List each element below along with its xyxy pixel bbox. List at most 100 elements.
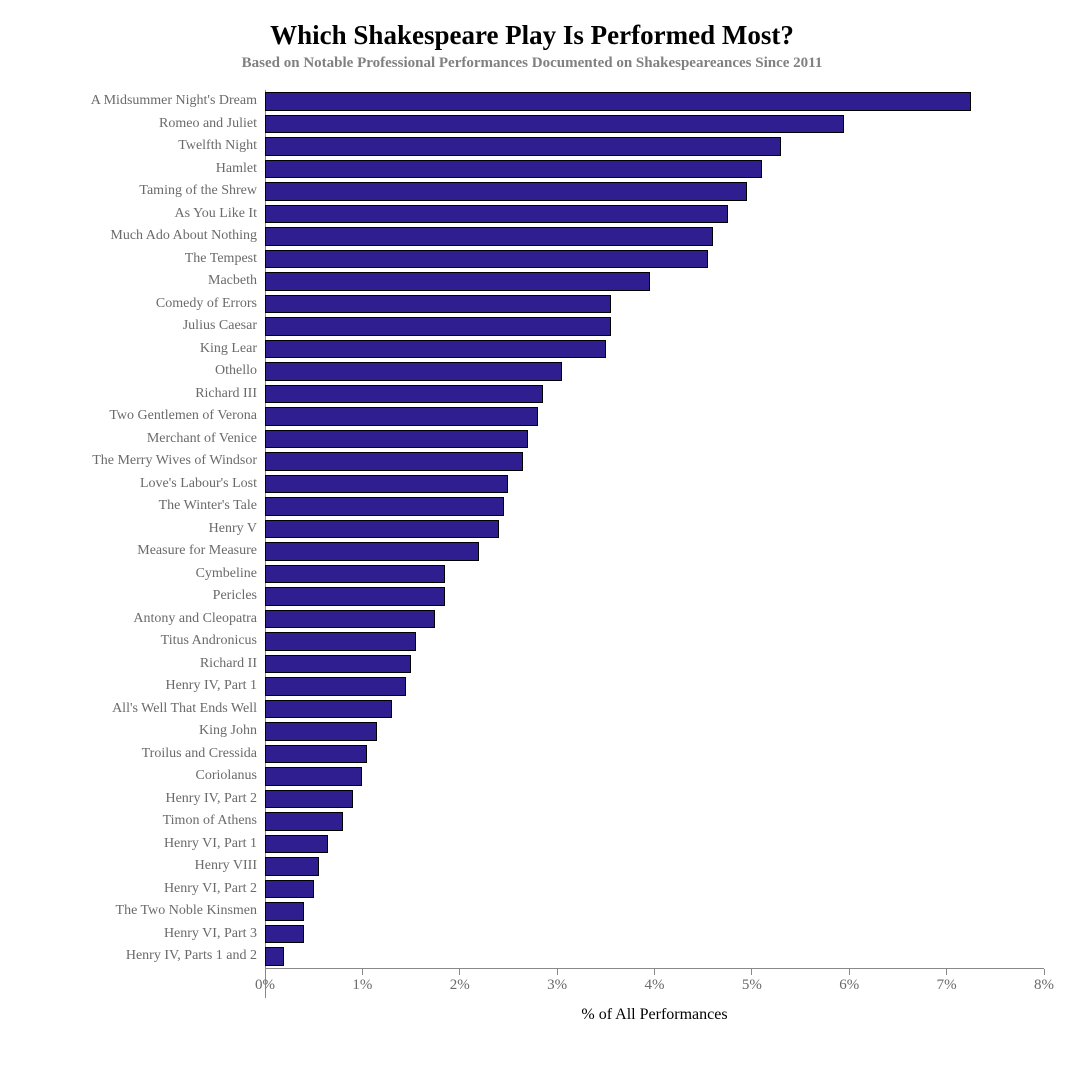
bar-track [265, 563, 1044, 586]
bar [265, 115, 844, 134]
bar [265, 407, 538, 426]
chart-row: The Tempest [20, 248, 1044, 271]
chart-row: Romeo and Juliet [20, 113, 1044, 136]
chart-row: Henry VI, Part 1 [20, 833, 1044, 856]
bar-track [265, 518, 1044, 541]
chart-row: Coriolanus [20, 765, 1044, 788]
chart-row: A Midsummer Night's Dream [20, 90, 1044, 113]
bar-track [265, 315, 1044, 338]
chart-row: Merchant of Venice [20, 428, 1044, 451]
x-axis-label: % of All Performances [20, 1006, 1044, 1024]
chart-row: Henry VI, Part 2 [20, 878, 1044, 901]
chart-row: King John [20, 720, 1044, 743]
bar [265, 857, 319, 876]
y-axis-label: Comedy of Errors [20, 296, 265, 312]
tick-mark [654, 969, 655, 975]
x-axis-tick: 2% [450, 969, 470, 994]
bar-chart: A Midsummer Night's DreamRomeo and Julie… [20, 90, 1044, 998]
chart-row: All's Well That Ends Well [20, 698, 1044, 721]
chart-row: King Lear [20, 338, 1044, 361]
chart-row: Troilus and Cressida [20, 743, 1044, 766]
bar [265, 497, 504, 516]
bar [265, 272, 650, 291]
tick-mark [362, 969, 363, 975]
x-axis-tick-label: 0% [255, 977, 275, 994]
x-axis-tick: 5% [742, 969, 762, 994]
chart-row: Henry VIII [20, 855, 1044, 878]
bar [265, 160, 762, 179]
bar-track [265, 608, 1044, 631]
y-axis-label: Macbeth [20, 273, 265, 289]
y-axis-label: Henry VI, Part 1 [20, 836, 265, 852]
x-axis-tick-label: 7% [937, 977, 957, 994]
bar-track [265, 788, 1044, 811]
bar-track [265, 158, 1044, 181]
y-axis-label: Two Gentlemen of Verona [20, 408, 265, 424]
chart-row: The Winter's Tale [20, 495, 1044, 518]
bar [265, 835, 328, 854]
bar-track [265, 653, 1044, 676]
chart-row: Richard II [20, 653, 1044, 676]
bar-track [265, 473, 1044, 496]
bar [265, 880, 314, 899]
chart-row: As You Like It [20, 203, 1044, 226]
bar-track [265, 900, 1044, 923]
bar-track [265, 855, 1044, 878]
y-axis-label: Twelfth Night [20, 138, 265, 154]
x-axis-tick-label: 1% [352, 977, 372, 994]
chart-row: Othello [20, 360, 1044, 383]
tick-mark [751, 969, 752, 975]
x-axis-tick: 7% [937, 969, 957, 994]
bar-track [265, 743, 1044, 766]
y-axis-label: The Tempest [20, 251, 265, 267]
bar-track [265, 180, 1044, 203]
bar-track [265, 90, 1044, 113]
bar [265, 295, 611, 314]
bar-track [265, 585, 1044, 608]
bar-track [265, 450, 1044, 473]
bar [265, 340, 606, 359]
chart-row: Hamlet [20, 158, 1044, 181]
y-axis-label: Merchant of Venice [20, 431, 265, 447]
bar-track [265, 360, 1044, 383]
x-axis-tick-label: 4% [645, 977, 665, 994]
y-axis-label: Cymbeline [20, 566, 265, 582]
y-axis-label: Pericles [20, 588, 265, 604]
x-axis-tick: 8% [1034, 969, 1054, 994]
bar-track [265, 203, 1044, 226]
bar-track [265, 113, 1044, 136]
chart-row: Pericles [20, 585, 1044, 608]
chart-row: Twelfth Night [20, 135, 1044, 158]
chart-subtitle: Based on Notable Professional Performanc… [20, 55, 1044, 72]
bar-track [265, 338, 1044, 361]
bar-track [265, 810, 1044, 833]
tick-mark [459, 969, 460, 975]
y-axis-label: The Winter's Tale [20, 498, 265, 514]
y-axis-label: Titus Andronicus [20, 633, 265, 649]
bar-track [265, 383, 1044, 406]
y-axis-label: Henry IV, Part 1 [20, 678, 265, 694]
bar [265, 475, 508, 494]
chart-row: Henry V [20, 518, 1044, 541]
chart-row: Henry IV, Part 1 [20, 675, 1044, 698]
chart-row: Comedy of Errors [20, 293, 1044, 316]
bar [265, 205, 728, 224]
bar [265, 745, 367, 764]
chart-row: Taming of the Shrew [20, 180, 1044, 203]
chart-row: Love's Labour's Lost [20, 473, 1044, 496]
chart-row: Measure for Measure [20, 540, 1044, 563]
y-axis-label: Othello [20, 363, 265, 379]
chart-row: Henry IV, Part 2 [20, 788, 1044, 811]
x-axis-tick: 6% [839, 969, 859, 994]
y-axis-label: Richard III [20, 386, 265, 402]
bar [265, 610, 435, 629]
x-axis-tick: 3% [547, 969, 567, 994]
x-axis-tick-label: 5% [742, 977, 762, 994]
y-axis-label: Henry V [20, 521, 265, 537]
bar [265, 137, 781, 156]
x-axis-tick-label: 8% [1034, 977, 1054, 994]
y-axis-label: Timon of Athens [20, 813, 265, 829]
chart-row: Titus Andronicus [20, 630, 1044, 653]
chart-row: Julius Caesar [20, 315, 1044, 338]
bar [265, 655, 411, 674]
